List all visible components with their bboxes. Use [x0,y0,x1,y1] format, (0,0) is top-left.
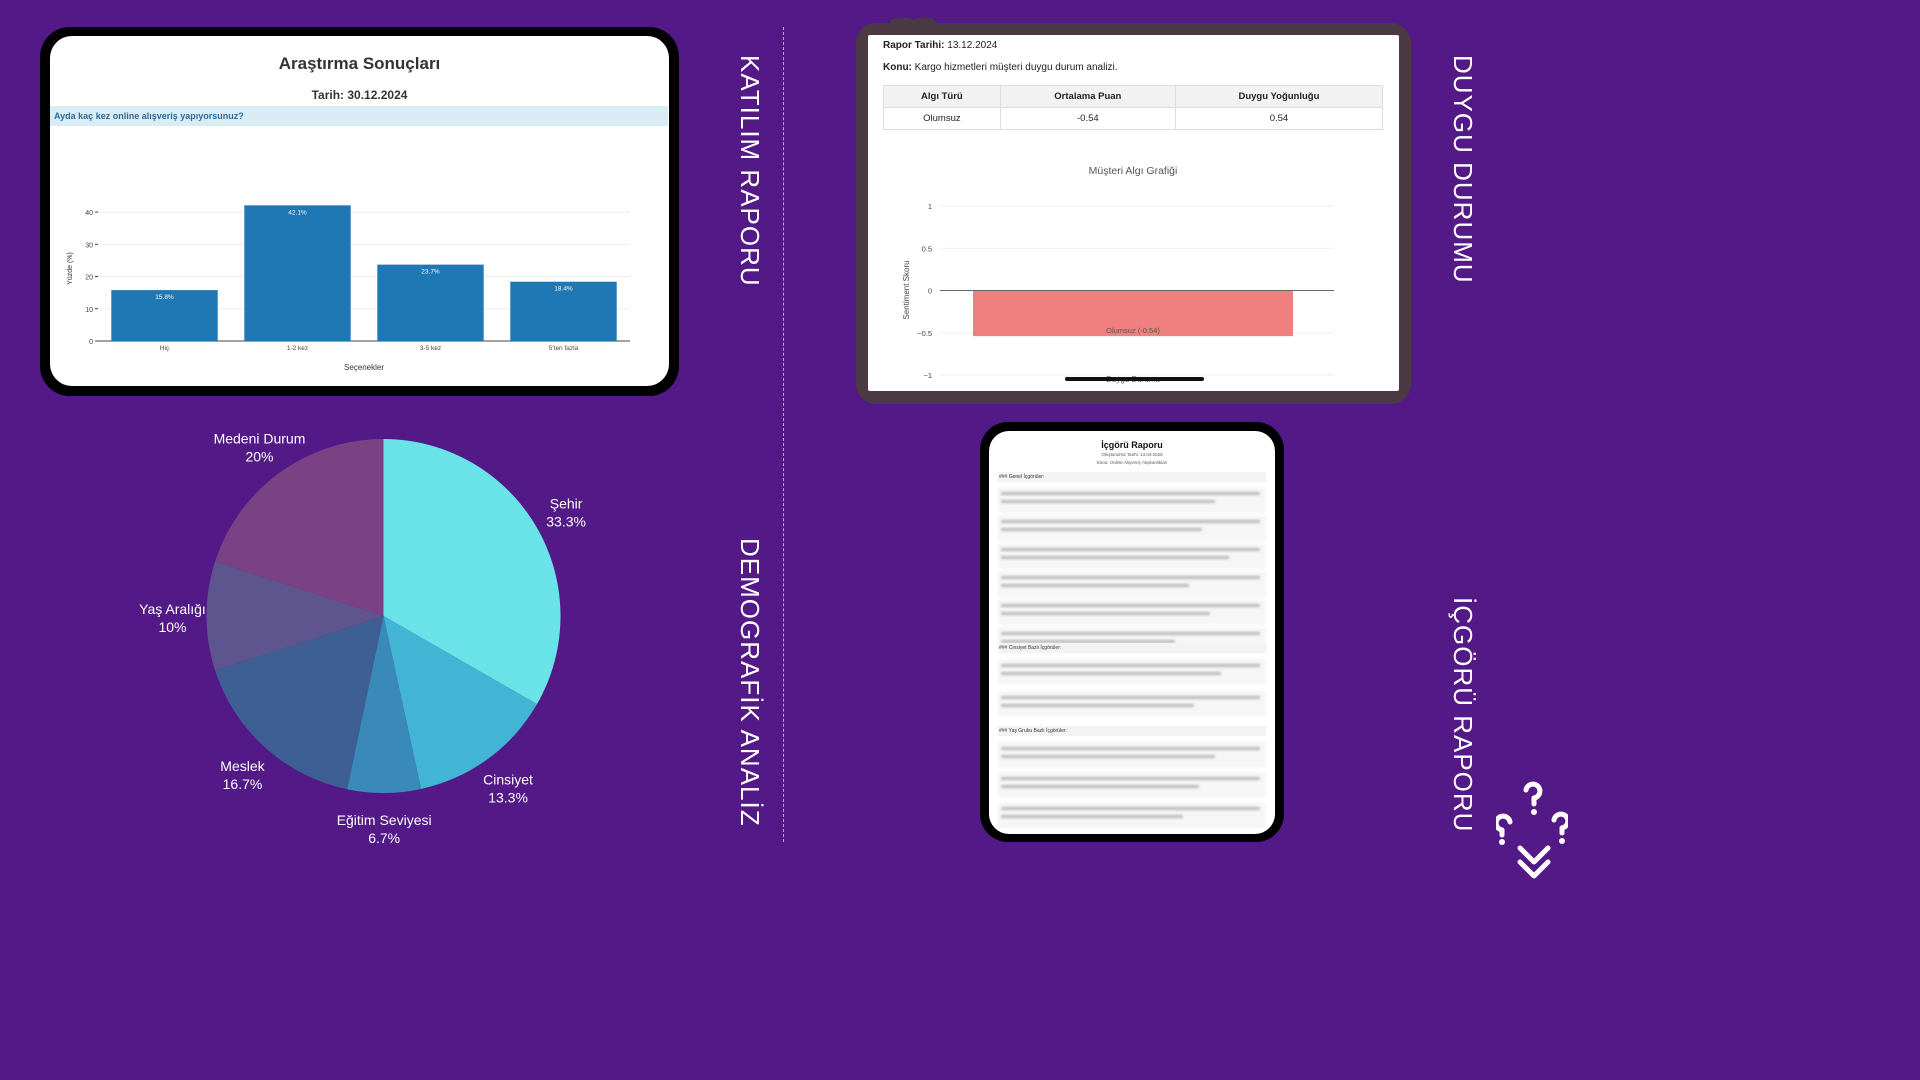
blurred-paragraph [998,543,1266,569]
scroll-down-icon [1496,781,1568,879]
y-tick-label: −0.5 [917,329,932,338]
sentiment-bar [973,290,1293,337]
participation-bar-chart: 0 10 20 30 40 15.8% Hiç 42.1% 1-2 kez 23.7% 3-5 ke… [67,205,630,372]
blurred-paragraph [998,599,1266,625]
pie-value-label: 6.7% [368,830,400,846]
x-tick-label: Hiç [160,345,170,352]
survey-question: Ayda kaç kez online alışveriş yapıyorsun… [50,106,668,126]
participation-screen: Araştırma Sonuçları Tarih: 30.12.2024 Ay… [50,36,669,386]
pie-slice [383,616,537,789]
table-cell: -0.54 [999,107,1176,130]
label-demografik: DEMOGRAFİK ANALİZ [735,538,765,827]
demographic-pie-chart: Şehir 33.3% Cinsiyet 13.3% Eğitim Seviyesi 6.… [139,430,586,846]
y-tick-label: 20 [85,275,93,282]
pie-slice [347,616,422,794]
insight-report-card: İçgörü Raporu Oluşturulma Tarihi: 13.04.… [980,422,1284,842]
pie-slice [383,439,561,705]
bar-value-label: Olumsuz (-0.54) [1106,326,1160,335]
section-heading: ### Cinsiyet Bazlı İçgörüler: [998,643,1266,653]
label-duygu: DUYGU DURUMU [1448,55,1478,284]
x-tick-label: 1-2 kez [287,345,308,352]
pie-value-label: 10% [158,619,186,635]
home-indicator [1065,377,1204,381]
bar-value-label: 18.4% [554,286,573,293]
blurred-paragraph [998,772,1266,798]
pie-label: Yaş Aralığı [139,601,206,617]
blurred-paragraph [998,802,1266,828]
report-date-label: Rapor Tarihi: [883,40,945,51]
sentiment-screen: Rapor Tarihi: 13.12.2024 Konu: Kargo hiz… [868,35,1399,391]
report-date-value: 13.12.2024 [947,40,998,51]
x-axis-title: Seçenekler [344,363,384,372]
pie-value-label: 16.7% [223,776,263,792]
center-divider [783,27,784,842]
bar [510,281,617,341]
pie-label: Eğitim Seviyesi [337,812,432,828]
blurred-paragraph [998,487,1266,513]
bar [111,290,218,341]
report-date: Rapor Tarihi: 13.12.2024 [883,40,997,51]
pie-value-label: 13.3% [488,789,528,805]
y-tick-label: 0 [89,339,93,346]
table-header: Algı Türü [883,85,1001,108]
tablet-camera [890,18,914,30]
sentiment-table: Algı Türü Ortalama Puan Duygu Yoğunluğu … [883,85,1384,130]
report-topic-label: Konu: [883,62,912,73]
blurred-paragraph [998,691,1266,717]
blurred-paragraph [998,742,1266,768]
y-axis-title: Sentiment Skoru [902,260,911,319]
tablet-sensor [912,18,936,30]
pie-label: Meslek [220,758,265,774]
table-header: Duygu Yoğunluğu [1174,85,1384,108]
label-icgoru: İÇGÖRÜ RAPORU [1448,597,1478,833]
pie-slice [206,561,384,671]
table-cell: 0.54 [1174,107,1384,130]
insight-topic: Konu: Online Alışveriş Alışkanlıkları [1096,460,1168,465]
x-tick-label: 5'ten fazla [549,345,579,352]
blurred-paragraph [998,571,1266,597]
label-katilim: KATILIM RAPORU [735,55,765,287]
report-topic: Konu: Kargo hizmetleri müşteri duygu dur… [883,62,1118,73]
y-tick-label: 1 [928,202,932,211]
sentiment-bar-chart: Müşteri Algı Grafiği 1 0.5 0 −0.5 −1 Olumsuz (… [902,165,1334,384]
blurred-paragraph [998,515,1266,541]
tablet-side-button [856,37,868,67]
table-header-row: Algı Türü Ortalama Puan Duygu Yoğunluğu [883,85,1384,108]
sentiment-report-card: Rapor Tarihi: 13.12.2024 Konu: Kargo hiz… [856,18,1411,404]
pie-label: Cinsiyet [483,771,533,787]
y-tick-label: −1 [923,371,932,380]
y-tick-label: 40 [85,210,93,217]
bar-title: Araştırma Sonuçları [278,54,441,73]
blurred-paragraph [998,659,1266,685]
bar-date: Tarih: 30.12.2024 [311,88,408,102]
bar-value-label: 23.7% [421,269,440,276]
sentiment-chart-title: Müşteri Algı Grafiği [1089,165,1178,177]
bar [244,205,351,341]
section-heading: ### Yaş Grubu Bazlı İçgörüler: [998,726,1266,736]
bar-value-label: 42.1% [288,209,307,216]
y-tick-label: 30 [85,242,93,249]
table-row: Olumsuz -0.54 0.54 [883,107,1384,130]
insight-date: Oluşturulma Tarihi: 13.04.2025 [1101,452,1163,457]
pie-label: Şehir [550,495,583,511]
y-tick-label: 0 [928,287,932,296]
pie-slice [215,439,384,616]
bar [377,264,484,341]
section-heading: ### Genel İçgörüler: [998,472,1266,482]
pie-value-label: 33.3% [546,513,586,529]
insight-title: İçgörü Raporu [1101,440,1163,450]
participation-report-card: Araştırma Sonuçları Tarih: 30.12.2024 Ay… [40,27,679,396]
y-tick-label: 10 [85,307,93,314]
bar-value-label: 15.8% [155,294,174,301]
pie-label: Medeni Durum [214,430,306,446]
y-axis-title: Yüzde (%) [67,252,74,285]
x-tick-label: 3-5 kez [420,345,441,352]
report-topic-value: Kargo hizmetleri müşteri duygu durum ana… [914,62,1118,73]
table-header: Ortalama Puan [999,85,1176,108]
pie-slice [215,616,384,790]
insight-screen: İçgörü Raporu Oluşturulma Tarihi: 13.04.… [989,431,1275,834]
pie-value-label: 20% [245,448,273,464]
y-tick-label: 0.5 [922,244,932,253]
